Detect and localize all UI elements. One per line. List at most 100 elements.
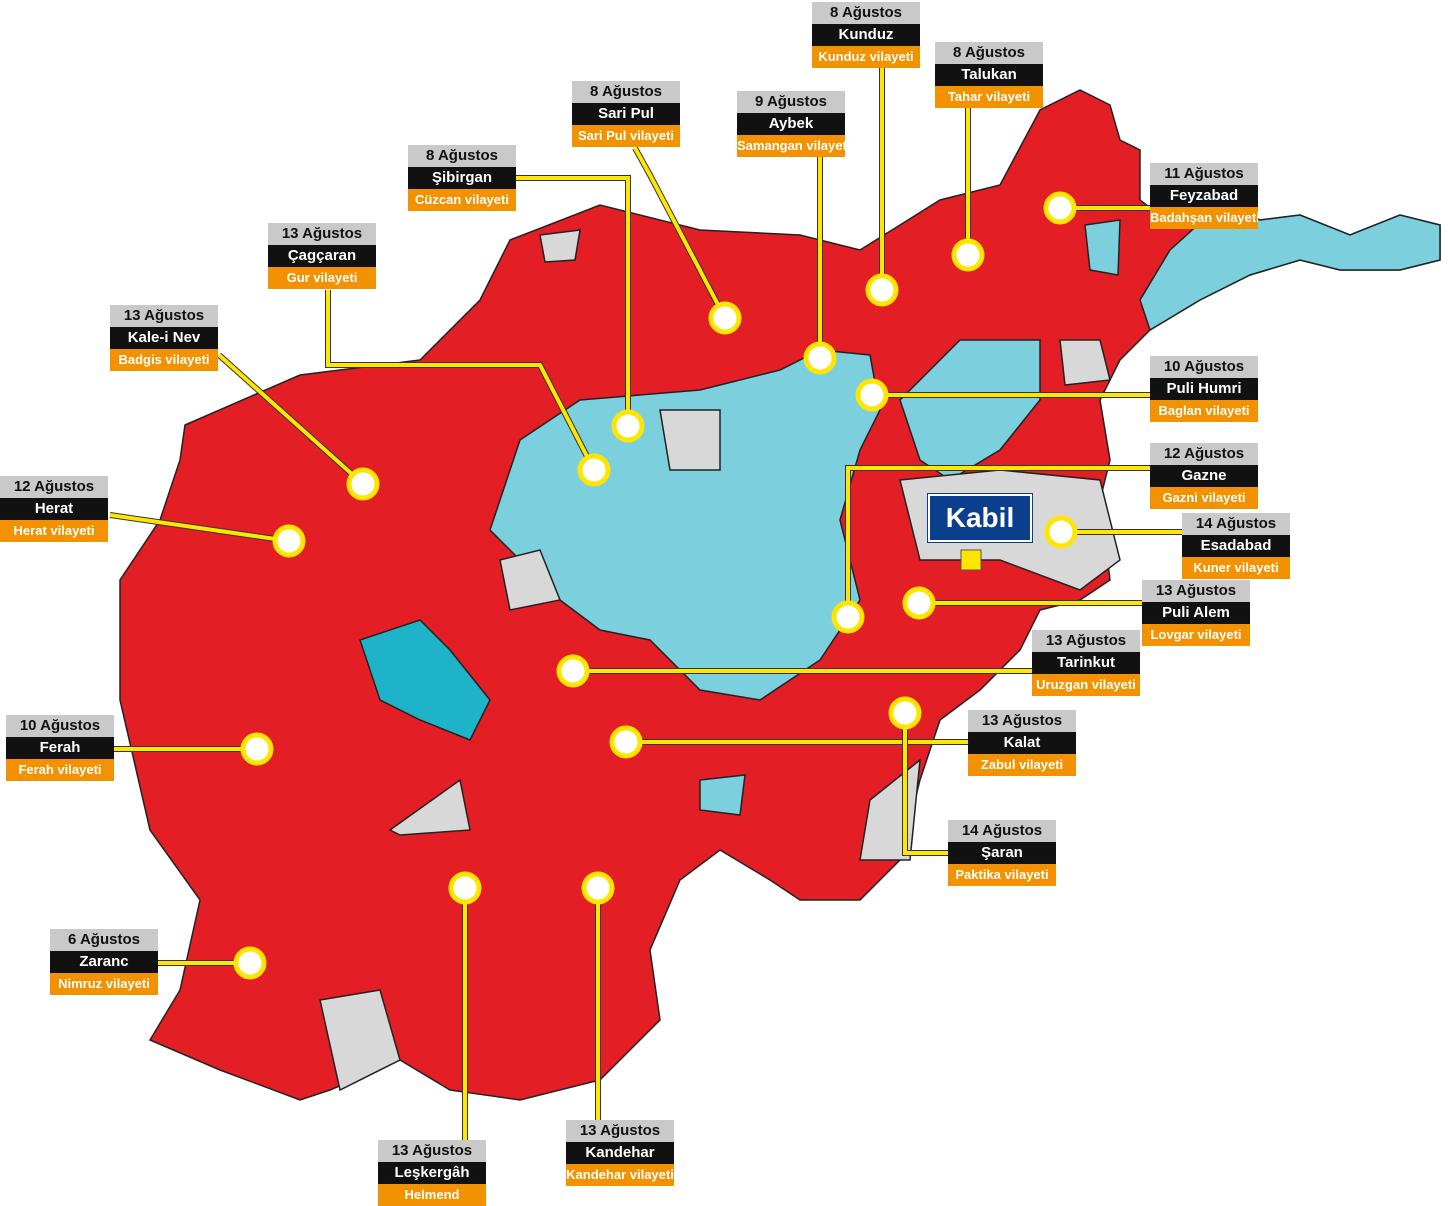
city-label: 13 Ağustos Puli Alem Lovgar vilayeti [1142,580,1250,646]
city-dot [272,524,306,558]
label-city: Tarinkut [1032,652,1140,674]
label-city: Talukan [935,64,1043,86]
label-city: Ferah [6,737,114,759]
label-date: 12 Ağustos [1150,443,1258,465]
city-label: 9 Ağustos Aybek Samangan vilayeti [737,91,845,157]
label-province: Kunduz vilayeti [812,46,920,68]
label-province: Ferah vilayeti [6,759,114,781]
label-province: Gazni vilayeti [1150,487,1258,509]
label-date: 13 Ağustos [1142,580,1250,602]
label-date: 14 Ağustos [948,820,1056,842]
label-province: Cüzcan vilayeti [408,189,516,211]
city-dot [855,378,889,412]
city-dot [611,409,645,443]
city-label: 13 Ağustos Kale-i Nev Badgis vilayeti [110,305,218,371]
label-city: Kandehar [566,1142,674,1164]
city-label: 13 Ağustos Çagçaran Gur vilayeti [268,223,376,289]
city-dot [577,453,611,487]
label-city: Esadabad [1182,535,1290,557]
label-date: 13 Ağustos [378,1140,486,1162]
label-province: Badahşan vilayeti [1150,207,1258,229]
label-province: Kandehar vilayeti [566,1164,674,1186]
label-province: Gur vilayeti [268,267,376,289]
government-area [499,549,562,611]
city-dot [233,946,267,980]
label-date: 9 Ağustos [737,91,845,113]
label-city: Puli Alem [1142,602,1250,624]
label-date: 8 Ağustos [572,81,680,103]
connector [326,290,596,471]
label-city: Kale-i Nev [110,327,218,349]
city-label: 13 Ağustos Kandehar Kandehar vilayeti [566,1120,674,1186]
city-dot [448,871,482,905]
label-city: Feyzabad [1150,185,1258,207]
city-dot [865,273,899,307]
label-city: Kalat [968,732,1076,754]
country [119,89,1441,1101]
connector [217,353,365,486]
contested-area [699,774,746,816]
label-city: Puli Humri [1150,378,1258,400]
label-city: Aybek [737,113,845,135]
city-label: 12 Ağustos Herat Herat vilayeti [0,476,108,542]
city-label: 8 Ağustos Kunduz Kunduz vilayeti [812,2,920,68]
city-label: 13 Ağustos Tarinkut Uruzgan vilayeti [1032,630,1140,696]
city-label: 12 Ağustos Gazne Gazni vilayeti [1150,443,1258,509]
label-province: Helmend [378,1184,486,1206]
label-date: 12 Ağustos [0,476,108,498]
contested-area [359,619,491,741]
city-dot [1043,191,1077,225]
capital-label: Kabil [928,494,1032,542]
label-province: Samangan vilayeti [737,135,845,157]
label-province: Uruzgan vilayeti [1032,674,1140,696]
city-label: 6 Ağustos Zaranc Nimruz vilayeti [50,929,158,995]
label-city: Şibirgan [408,167,516,189]
label-date: 13 Ağustos [268,223,376,245]
city-dot [1044,515,1078,549]
city-label: 13 Ağustos Kalat Zabul vilayeti [968,710,1076,776]
label-city: Kunduz [812,24,920,46]
city-dot [951,238,985,272]
label-province: Zabul vilayeti [968,754,1076,776]
label-province: Badgis vilayeti [110,349,218,371]
label-city: Şaran [948,842,1056,864]
label-date: 10 Ağustos [6,715,114,737]
label-date: 8 Ağustos [408,145,516,167]
label-province: Paktika vilayeti [948,864,1056,886]
city-label: 14 Ağustos Esadabad Kuner vilayeti [1182,513,1290,579]
connector [903,713,948,855]
label-date: 14 Ağustos [1182,513,1290,535]
label-city: Herat [0,498,108,520]
city-label: 10 Ağustos Ferah Ferah vilayeti [6,715,114,781]
label-date: 6 Ağustos [50,929,158,951]
label-date: 8 Ağustos [935,42,1043,64]
city-label: 8 Ağustos Talukan Tahar vilayeti [935,42,1043,108]
city-dot [888,696,922,730]
government-area [319,989,401,1092]
label-province: Lovgar vilayeti [1142,624,1250,646]
government-area [539,229,581,263]
city-dot [831,600,865,634]
connector [516,176,630,426]
government-area [659,409,721,471]
government-area [1059,339,1111,386]
label-city: Leşkergâh [378,1162,486,1184]
label-city: Gazne [1150,465,1258,487]
government-area [388,778,471,836]
label-province: Herat vilayeti [0,520,108,542]
label-city: Çagçaran [268,245,376,267]
city-label: 11 Ağustos Feyzabad Badahşan vilayeti [1150,163,1258,229]
label-date: 13 Ağustos [110,305,218,327]
city-dot [803,341,837,375]
label-province: Nimruz vilayeti [50,973,158,995]
label-date: 13 Ağustos [566,1120,674,1142]
label-province: Tahar vilayeti [935,86,1043,108]
label-date: 8 Ağustos [812,2,920,24]
city-dot [581,871,615,905]
city-label: 10 Ağustos Puli Humri Baglan vilayeti [1150,356,1258,422]
connector [633,147,727,319]
city-dot [902,586,936,620]
city-dot [556,654,590,688]
